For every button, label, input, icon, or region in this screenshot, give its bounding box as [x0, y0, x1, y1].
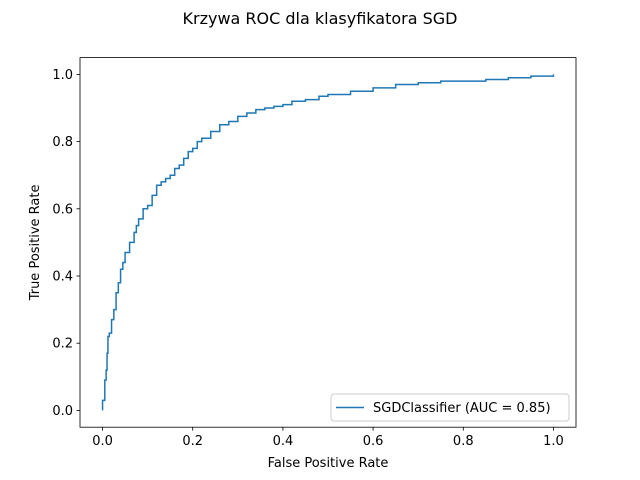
- y-axis-label: True Positive Rate: [28, 184, 43, 301]
- plot-area: [80, 57, 576, 428]
- x-tick-label: 0.8: [453, 434, 474, 449]
- axes-layer: [79, 57, 577, 428]
- legend-box: [330, 393, 570, 422]
- x-tick-label: 0.0: [92, 434, 113, 449]
- x-tick-label: 0.2: [182, 434, 203, 449]
- axes-frame: [79, 57, 577, 428]
- chart-title: Krzywa ROC dla klasyfikatora SGD: [183, 9, 458, 28]
- ticks-layer: 0.0 0.2 0.4 0.6 0.8 1.0 0.0 0.2 0.4 0.6 0.8 1.0: [52, 68, 563, 449]
- x-tick-label: 1.0: [543, 434, 564, 449]
- y-tick-label: 1.0: [52, 68, 73, 83]
- y-tick-label: 0.4: [52, 270, 73, 285]
- legend-label: SGDClassifier (AUC = 0.85): [373, 401, 551, 416]
- series-line-0: [101, 74, 555, 411]
- x-tick-label: 0.6: [363, 434, 384, 449]
- x-tick-label: 0.4: [273, 434, 294, 449]
- legend: SGDClassifier (AUC = 0.85): [330, 393, 570, 422]
- x-axis-label: False Positive Rate: [268, 456, 389, 471]
- y-tick-label: 0.0: [52, 404, 73, 419]
- plot-layer: [101, 74, 555, 411]
- y-tick-label: 0.6: [52, 202, 73, 217]
- y-tick-label: 0.8: [52, 135, 73, 150]
- y-tick-label: 0.2: [52, 337, 73, 352]
